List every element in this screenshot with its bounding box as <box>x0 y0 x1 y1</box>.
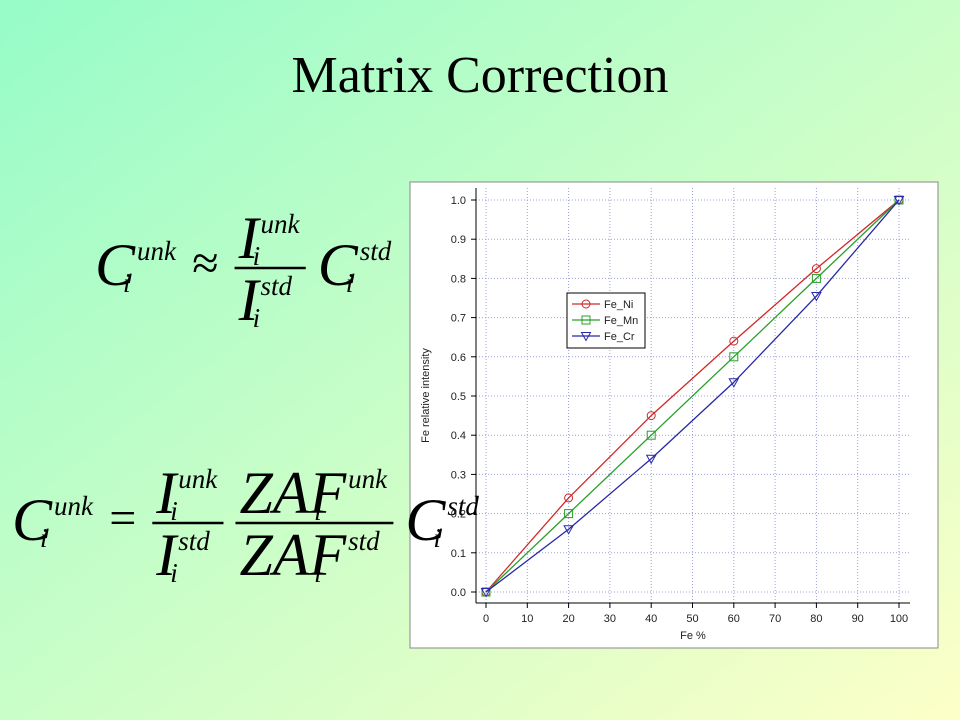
y-tick-label: 1.0 <box>451 195 466 207</box>
marker <box>728 378 740 388</box>
slide-title: Matrix Correction <box>292 47 669 104</box>
x-tick-label: 80 <box>810 613 822 625</box>
eq-subscript: i <box>170 496 178 526</box>
marker <box>480 588 492 598</box>
y-tick-label: 0.4 <box>451 430 466 442</box>
legend-marker <box>581 315 591 325</box>
marker <box>729 336 739 346</box>
eq-superscript: std <box>178 526 210 556</box>
eq-superscript: std <box>360 236 392 266</box>
legend-label: Fe_Mn <box>604 315 638 327</box>
eq-symbol: I <box>155 522 179 588</box>
marker <box>811 273 821 283</box>
x-tick-label: 90 <box>852 613 864 625</box>
y-tick-label: 0.3 <box>451 469 466 481</box>
x-tick-label: 60 <box>728 613 740 625</box>
eq-relation: = <box>109 492 136 545</box>
y-axis-label: Fe relative intensity <box>420 348 432 443</box>
marker <box>564 493 574 503</box>
x-tick-label: 100 <box>890 613 908 625</box>
eq-subscript: i <box>40 523 48 553</box>
x-tick-label: 10 <box>521 613 533 625</box>
legend-marker <box>581 299 591 309</box>
y-tick-label: 0.7 <box>451 313 466 325</box>
series-line <box>485 199 900 593</box>
eq-superscript: std <box>348 526 380 556</box>
eq-subscript: i <box>314 496 322 526</box>
legend-marker <box>580 332 592 342</box>
series-line <box>485 199 900 593</box>
eq-symbol: ZAF <box>239 460 347 526</box>
marker <box>564 509 574 519</box>
marker <box>893 196 905 206</box>
chart-panel <box>409 181 939 649</box>
eq-subscript: i <box>170 558 178 588</box>
y-tick-label: 0.6 <box>451 352 466 364</box>
eq-superscript: std <box>447 491 479 521</box>
eq-superscript: unk <box>178 464 218 494</box>
marker <box>645 454 657 465</box>
y-tick-label: 0.8 <box>451 273 466 285</box>
x-tick-label: 20 <box>562 613 574 625</box>
eq-subscript: i <box>253 303 261 333</box>
eq-subscript: i <box>314 558 322 588</box>
marker <box>646 411 656 421</box>
eq-superscript: unk <box>261 209 301 239</box>
eq-symbol: C <box>405 487 446 553</box>
y-tick-label: 0.5 <box>451 391 466 403</box>
eq-superscript: unk <box>348 464 388 494</box>
series-line <box>485 199 900 593</box>
legend-label: Fe_Ni <box>604 299 633 311</box>
eq-subscript: i <box>253 241 261 271</box>
x-axis-label: Fe % <box>680 630 706 642</box>
legend-box <box>566 292 646 349</box>
eq-symbol: I <box>155 460 179 526</box>
legend-label: Fe_Cr <box>604 331 635 343</box>
eq-relation: ≈ <box>192 237 218 290</box>
x-tick-label: 30 <box>604 613 616 625</box>
y-tick-label: 0.9 <box>451 234 466 246</box>
y-tick-label: 0.0 <box>451 587 466 599</box>
marker <box>811 264 821 274</box>
marker <box>811 292 822 302</box>
eq-symbol: C <box>318 232 359 298</box>
marker <box>646 430 656 440</box>
y-tick-label: 0.1 <box>451 548 466 560</box>
eq-superscript: unk <box>137 236 177 266</box>
eq-superscript: std <box>261 271 293 301</box>
marker <box>729 352 739 362</box>
eq-symbol: C <box>12 487 53 553</box>
x-tick-label: 0 <box>483 613 489 625</box>
eq-symbol: C <box>95 232 136 298</box>
x-tick-label: 50 <box>686 613 698 625</box>
y-tick-label: 0.2 <box>451 509 466 521</box>
eq-symbol: I <box>238 267 262 333</box>
eq-subscript: i <box>433 523 441 553</box>
eq-superscript: unk <box>54 491 94 521</box>
x-tick-label: 40 <box>645 613 657 625</box>
x-tick-label: 70 <box>769 613 781 625</box>
eq-subscript: i <box>346 268 354 298</box>
eq-subscript: i <box>123 268 131 298</box>
eq-symbol: I <box>238 205 262 271</box>
marker <box>563 525 574 535</box>
eq-symbol: ZAF <box>239 522 347 588</box>
